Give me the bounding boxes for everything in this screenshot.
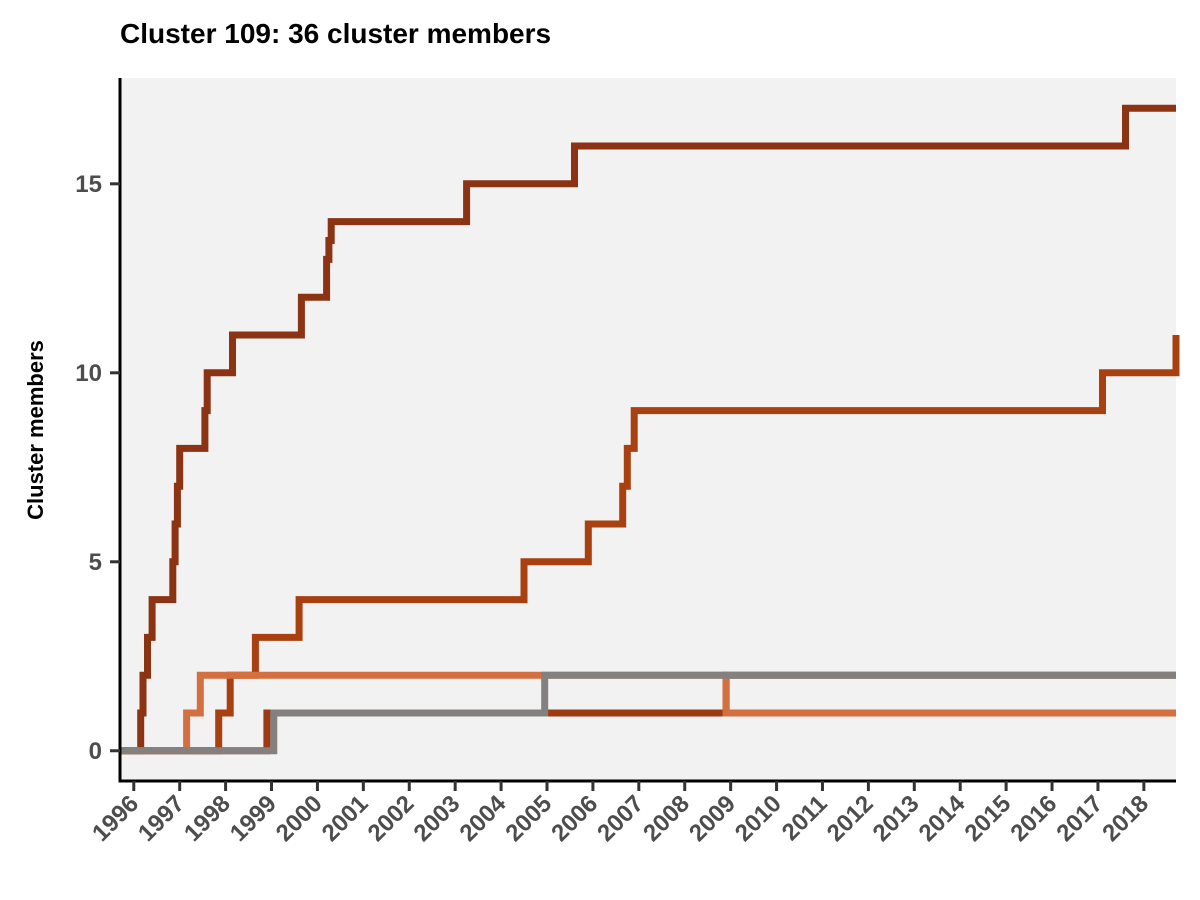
x-tick-label: 2008	[638, 790, 695, 847]
x-tick-label: 2011	[777, 790, 833, 846]
x-tick-label: 2017	[1051, 790, 1108, 847]
x-tick-label: 2003	[409, 790, 466, 847]
x-tick-label: 2006	[546, 790, 603, 847]
x-tick-label: 1999	[225, 790, 282, 847]
x-tick-label: 2010	[730, 790, 787, 847]
x-tick-label: 1996	[87, 790, 144, 847]
y-tick-label: 5	[89, 549, 102, 576]
x-tick-label: 2012	[822, 790, 879, 847]
x-tick-label: 2009	[684, 790, 741, 847]
x-tick-label: 1997	[133, 790, 190, 847]
x-tick-label: 2014	[914, 790, 971, 847]
y-tick-label: 0	[89, 738, 102, 765]
x-tick-label: 2000	[271, 790, 328, 847]
x-tick-label: 2002	[363, 790, 420, 847]
x-tick-label: 2013	[868, 790, 925, 847]
series-line-2	[120, 335, 1180, 755]
x-tick-label: 2018	[1097, 790, 1154, 847]
x-tick-label: 2005	[500, 790, 557, 847]
series-line-4	[120, 671, 1176, 755]
chart-title: Cluster 109: 36 cluster members	[120, 18, 552, 49]
x-tick-label: 2016	[1005, 790, 1062, 847]
series-layer	[120, 104, 1180, 755]
x-tick-label: 2015	[960, 790, 1017, 847]
series-line-1	[120, 104, 1176, 755]
y-tick-label: 10	[75, 360, 102, 387]
y-tick-label: 15	[75, 171, 102, 198]
x-tick-label: 2001	[317, 790, 374, 847]
x-tick-label: 2007	[592, 790, 649, 847]
series-line-5	[120, 671, 1176, 755]
plot-background	[120, 78, 1176, 781]
x-tick-label: 1998	[179, 790, 236, 847]
x-tick-label: 2004	[454, 790, 511, 847]
